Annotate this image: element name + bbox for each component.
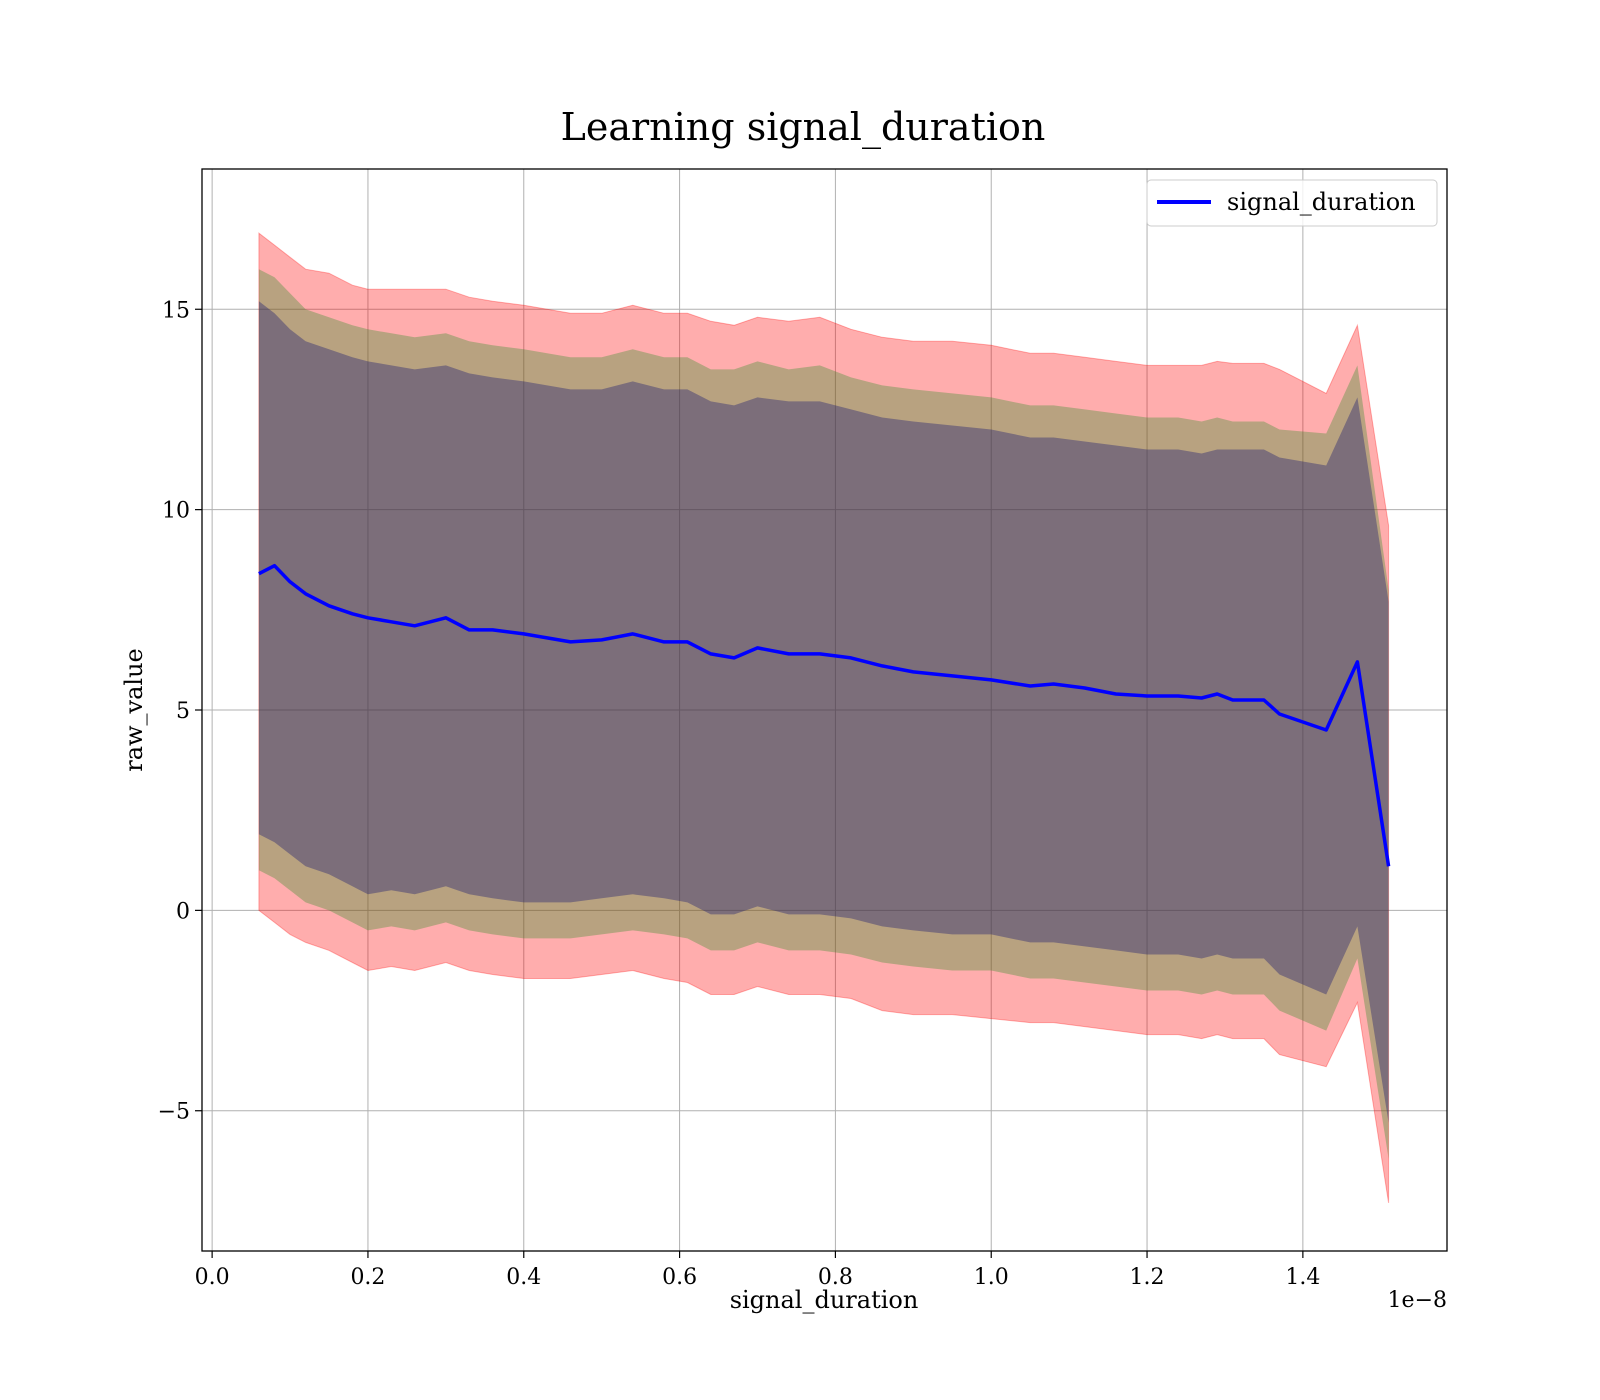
x-tick-label-7: 1.4 <box>1285 1265 1320 1290</box>
series-lines <box>258 563 1391 867</box>
x-tick-label-0: 0.0 <box>195 1265 230 1290</box>
x-offset-label: 1e−8 <box>1388 1288 1447 1313</box>
chart-title: Learning signal_duration <box>561 105 1046 150</box>
x-axis-label: signal_duration <box>730 1286 919 1314</box>
y-tick-label-3: 10 <box>162 499 190 524</box>
y-axis-label: raw_value <box>120 648 148 772</box>
x-tick-label-6: 1.2 <box>1130 1265 1165 1290</box>
x-tick-label-4: 0.8 <box>818 1265 853 1290</box>
legend-entry-signal-duration: signal_duration <box>1227 188 1416 216</box>
x-tick-label-3: 0.6 <box>662 1265 697 1290</box>
band-middle <box>258 269 1389 1159</box>
legend: signal_duration <box>1146 179 1438 227</box>
x-ticks: 0.0 0.2 0.4 0.6 0.8 1.0 1.2 1.4 <box>195 1251 1320 1290</box>
y-tick-label-0: −5 <box>158 1100 190 1125</box>
y-ticks: −5 0 5 10 15 <box>158 298 202 1125</box>
legend-box <box>1146 179 1438 227</box>
x-tick-label-2: 0.4 <box>506 1265 541 1290</box>
x-tick-label-5: 1.0 <box>974 1265 1009 1290</box>
y-tick-label-4: 15 <box>162 298 190 323</box>
band-outer <box>258 232 1390 1203</box>
y-tick-label-1: 0 <box>176 899 190 924</box>
y-tick-label-2: 5 <box>176 699 190 724</box>
x-tick-label-1: 0.2 <box>350 1265 385 1290</box>
series-line-signal-duration <box>258 563 1391 867</box>
band-inner <box>258 301 1389 1123</box>
grid-lines <box>202 169 1447 1251</box>
confidence-bands <box>258 232 1390 1203</box>
